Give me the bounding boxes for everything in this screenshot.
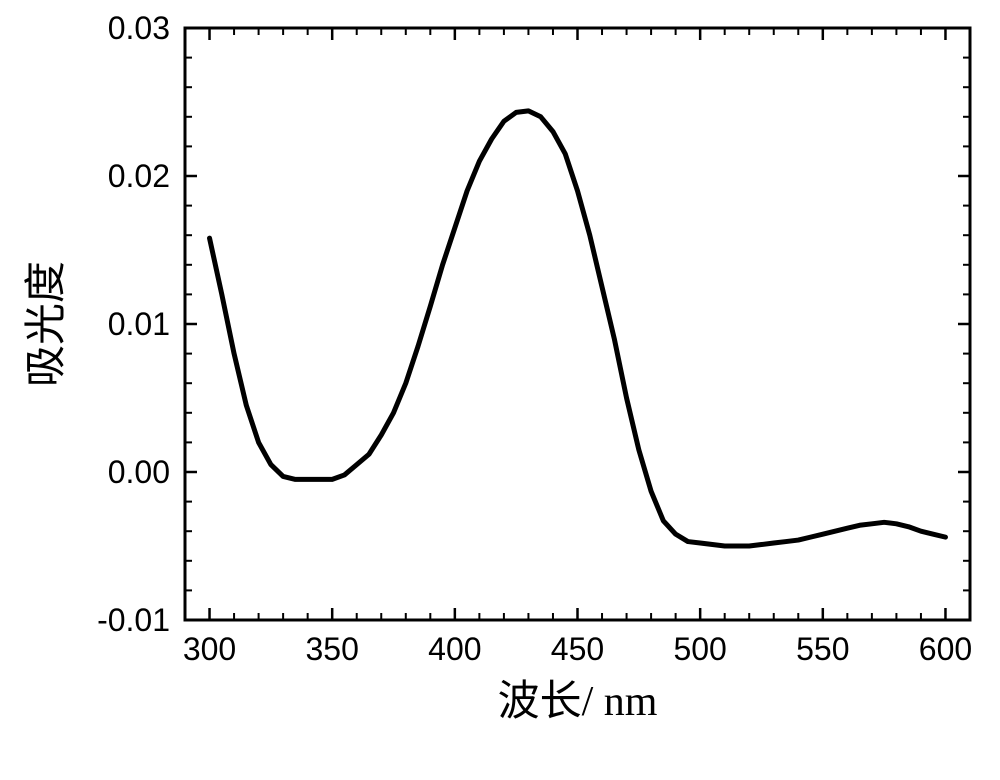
x-tick-label: 350 xyxy=(305,631,358,667)
y-tick-label: 0.03 xyxy=(108,10,170,46)
y-tick-label: 0.00 xyxy=(108,454,170,490)
spectrum-chart: 300 350 400 450 500 550 600 -0.01 0.00 0.01 0.02 0.… xyxy=(0,0,1000,780)
x-tick-label: 400 xyxy=(428,631,481,667)
x-tick-label: 550 xyxy=(796,631,849,667)
y-tick-label: -0.01 xyxy=(97,602,170,638)
x-tick-label: 500 xyxy=(673,631,726,667)
y-tick-label: 0.02 xyxy=(108,158,170,194)
x-tick-label: 450 xyxy=(551,631,604,667)
x-tick-label: 600 xyxy=(919,631,972,667)
chart-svg: 300 350 400 450 500 550 600 -0.01 0.00 0.01 0.02 0.… xyxy=(0,0,1000,780)
y-axis-label: 吸光度 xyxy=(24,261,70,387)
plot-frame xyxy=(185,28,970,620)
absorbance-series xyxy=(210,111,946,546)
x-tick-label: 300 xyxy=(183,631,236,667)
x-axis-label: 波长/ nm xyxy=(498,679,658,725)
y-tick-label: 0.01 xyxy=(108,306,170,342)
